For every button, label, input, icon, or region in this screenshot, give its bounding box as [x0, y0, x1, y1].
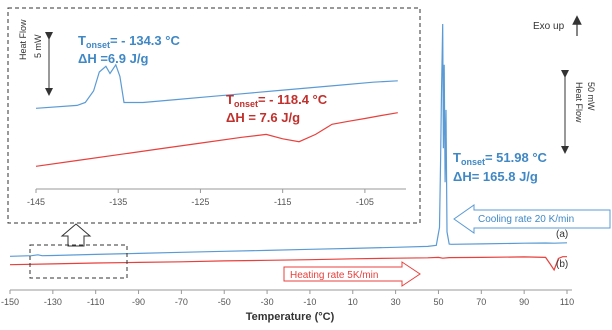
x-tick-label: -150 [1, 297, 19, 307]
inset-tick-label: -115 [274, 197, 291, 207]
main-x-axis: -150 -130 -110 -90 -70 -50 -30 -10 10 30 50 70 90 110… [1, 289, 574, 323]
x-tick-label: 50 [433, 297, 443, 307]
inset-tick-label: -145 [27, 197, 45, 207]
dh-main-annotation: ΔH= 165.8 J/g [453, 169, 538, 184]
main-series-line-b [9, 256, 567, 272]
main-series-line-a [9, 23, 568, 257]
x-tick-label: 110 [560, 297, 574, 307]
inset-tick-label: -105 [356, 197, 374, 207]
x-tick-label: -30 [261, 297, 274, 307]
x-tick-label: -10 [303, 297, 316, 307]
x-tick-label: -90 [132, 297, 145, 307]
inset-tick-label: -135 [109, 197, 127, 207]
inset-tick-label: -125 [191, 197, 209, 207]
x-tick-label: -70 [175, 297, 188, 307]
x-tick-label: -110 [87, 297, 104, 307]
main-scale-label: 50 mW [586, 82, 596, 111]
inset-series-line-a [35, 63, 398, 109]
x-tick-label: 90 [519, 297, 529, 307]
onset-a-annotation: Tonset= - 134.3 °C [78, 33, 180, 50]
curve-a-label: (a) [556, 229, 568, 240]
main-plot-area [9, 23, 568, 272]
heating-rate-arrow [283, 261, 421, 287]
heating-rate-label: Heating rate 5K/min [290, 270, 378, 281]
dh-b-annotation: ΔH = 7.6 J/g [226, 110, 300, 125]
x-tick-label: 70 [476, 297, 486, 307]
inset-scale-label: 5 mW [33, 34, 43, 58]
zoom-arrow [60, 223, 92, 247]
exo-up-label: Exo up [533, 21, 565, 32]
onset-b-annotation: Tonset= - 118.4 °C [226, 92, 328, 109]
x-tick-label: 10 [348, 297, 358, 307]
curve-b-label: (b) [556, 259, 568, 270]
x-axis-label: Temperature (°C) [246, 311, 335, 323]
x-tick-label: -130 [44, 297, 62, 307]
cooling-rate-label: Cooling rate 20 K/min [478, 214, 574, 225]
inset-heat-flow-label: Heat Flow [18, 19, 28, 60]
cooling-rate-arrow [453, 204, 611, 234]
zoom-region-box [29, 244, 128, 279]
dh-a-annotation: ΔH =6.9 J/g [78, 51, 148, 66]
main-heat-flow-label: Heat Flow [574, 82, 584, 123]
onset-main-annotation: Tonset= 51.98 °C [453, 150, 548, 167]
inset-panel: -145 -135 -125 -115 -105 Heat Flow 5 mW Tons… [7, 7, 421, 224]
x-tick-label: 30 [391, 297, 401, 307]
x-tick-label: -50 [218, 297, 231, 307]
inset-series-line-b [35, 112, 398, 167]
